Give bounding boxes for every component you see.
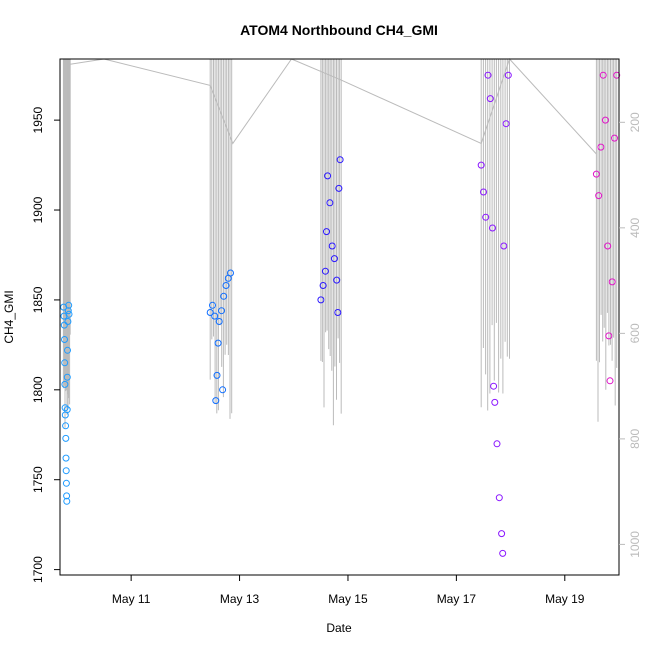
y2-tick-label: 800 <box>628 429 642 449</box>
data-point <box>498 530 506 538</box>
y2-tick-label: 1000 <box>628 531 642 558</box>
data-point <box>62 479 70 487</box>
plot-frame <box>59 58 620 576</box>
data-point <box>63 497 71 505</box>
x-tick-label: May 15 <box>328 592 368 606</box>
data-point <box>220 292 228 300</box>
x-axis-label: Date <box>326 621 352 635</box>
data-point <box>206 309 214 316</box>
y-tick-label: 1750 <box>31 466 45 493</box>
data-point <box>317 296 325 304</box>
data-point <box>215 318 223 325</box>
y2-tick-label: 400 <box>628 218 642 238</box>
data-point <box>63 492 71 500</box>
data-point <box>330 255 338 263</box>
x-tick-label: May 11 <box>112 592 151 606</box>
data-point <box>604 242 612 250</box>
data-point <box>500 242 508 250</box>
data-point <box>219 386 227 394</box>
y-tick-label: 1900 <box>31 196 45 223</box>
data-point <box>323 228 330 236</box>
y2-tick-label: 600 <box>628 323 642 343</box>
data-point <box>335 184 343 192</box>
data-point <box>65 310 73 318</box>
y-axis: 1700 1750 1800 1850 1900 1950 <box>31 106 60 583</box>
data-point <box>490 382 498 390</box>
data-point <box>61 380 69 388</box>
x-tick-label: May 17 <box>437 592 477 606</box>
data-point <box>334 309 342 316</box>
data-point <box>61 404 69 412</box>
data-point <box>495 494 503 502</box>
data-point <box>328 242 336 250</box>
x-axis: May 11 May 13 May 15 May 17 May 19 <box>112 575 585 606</box>
x-tick-label: May 19 <box>545 592 585 606</box>
data-point <box>63 406 71 414</box>
data-point <box>319 282 327 289</box>
data-point <box>480 188 487 196</box>
data-point <box>608 278 616 286</box>
data-point <box>502 120 510 128</box>
data-point <box>324 172 332 180</box>
pressure-lines <box>62 58 618 428</box>
data-point <box>486 95 494 103</box>
y-tick-label: 1950 <box>31 106 45 133</box>
data-point <box>597 143 605 151</box>
y-tick-label: 1700 <box>31 556 45 583</box>
data-point <box>62 467 70 475</box>
data-point <box>62 434 70 442</box>
data-point <box>321 267 329 275</box>
data-point <box>209 301 216 309</box>
data-point <box>64 346 71 354</box>
data-point <box>592 170 600 178</box>
data-point <box>606 377 614 385</box>
x-tick-label: May 13 <box>220 592 260 606</box>
data-point <box>212 397 220 405</box>
data-point <box>64 307 72 315</box>
chart-title: ATOM4 Northbound CH4_GMI <box>240 22 438 38</box>
data-point <box>326 199 334 207</box>
data-point <box>227 269 234 277</box>
data-point <box>65 301 73 309</box>
data-point <box>499 549 507 557</box>
data-point <box>595 192 603 200</box>
data-point <box>64 318 72 325</box>
data-point <box>211 312 219 320</box>
data-point <box>61 336 68 343</box>
data-point <box>482 213 490 221</box>
data-point <box>491 398 499 406</box>
data-point <box>222 282 230 289</box>
data-point <box>333 276 341 284</box>
data-point <box>504 71 512 79</box>
data-point <box>218 307 225 315</box>
data-point <box>599 71 607 79</box>
y2-axis: 200 400 600 800 1000 <box>619 112 642 558</box>
data-point <box>63 373 71 381</box>
y-axis-label: CH4_GMI <box>2 290 16 343</box>
data-point <box>493 440 501 448</box>
data-point <box>60 321 68 329</box>
data-point <box>489 224 496 232</box>
data-point <box>605 332 613 340</box>
data-point <box>601 116 609 124</box>
data-points <box>60 71 621 557</box>
data-point <box>61 359 69 367</box>
y2-tick-label: 200 <box>628 112 642 132</box>
data-point <box>336 156 344 164</box>
y-tick-label: 1850 <box>31 286 45 313</box>
data-point <box>611 134 618 142</box>
data-point <box>62 422 70 430</box>
y-tick-label: 1800 <box>31 376 45 403</box>
data-point <box>62 454 70 462</box>
data-point <box>213 371 221 379</box>
data-point <box>477 161 485 169</box>
data-point <box>613 71 621 79</box>
data-point <box>214 339 222 347</box>
data-point <box>484 71 492 79</box>
